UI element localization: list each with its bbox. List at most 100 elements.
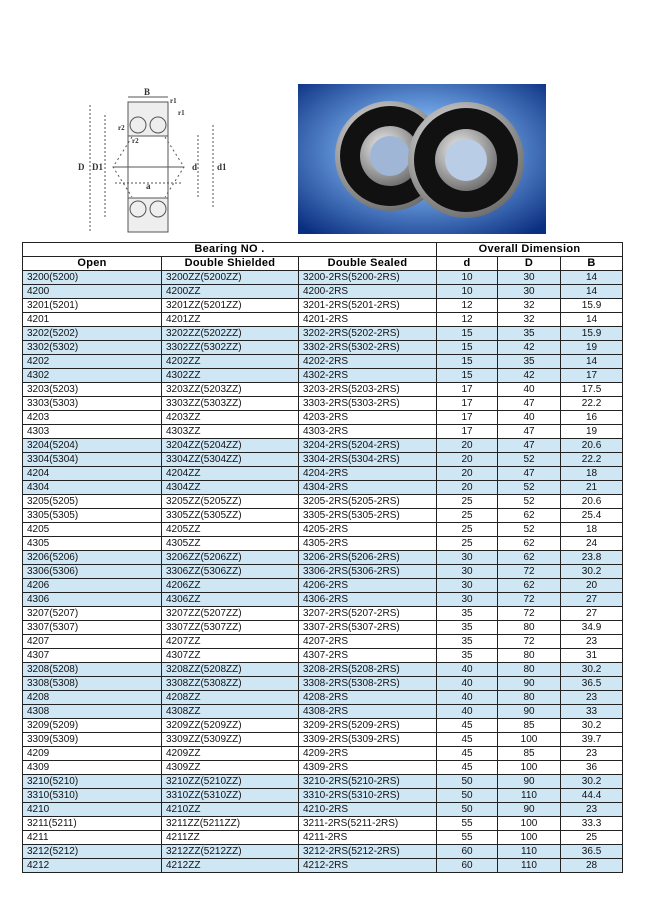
table-row: 3205(5205) 3205ZZ(5205ZZ) 3205-2RS(5205-2R… [22, 494, 624, 509]
cell-B: 33.3 [560, 816, 624, 831]
table-row: 4208 4208ZZ 4208-2RS 40 80 23 [22, 690, 624, 705]
cell-B: 22.2 [560, 452, 624, 467]
table-row: 3305(5305) 3305ZZ(5305ZZ) 3305-2RS(5305-2R… [22, 508, 624, 523]
table-row: 4307 4307ZZ 4307-2RS 35 80 31 [22, 648, 624, 663]
cell-d: 40 [436, 676, 499, 691]
table-row: 4204 4204ZZ 4204-2RS 20 47 18 [22, 466, 624, 481]
cell-open: 3310(5310) [22, 788, 162, 803]
cell-D: 110 [497, 788, 562, 803]
table-row: 4206 4206ZZ 4206-2RS 30 62 20 [22, 578, 624, 593]
label-D1: D1 [92, 162, 103, 172]
cell-double-shielded: 3206ZZ(5206ZZ) [161, 550, 299, 565]
cell-d: 25 [436, 494, 499, 509]
cell-B: 18 [560, 522, 624, 537]
cell-open: 4204 [22, 466, 162, 481]
cell-B: 20 [560, 578, 624, 593]
cell-open: 4208 [22, 690, 162, 705]
cell-D: 100 [497, 816, 562, 831]
table-row: 4309 4309ZZ 4309-2RS 45 100 36 [22, 760, 624, 775]
cell-D: 62 [497, 508, 562, 523]
label-B: B [144, 87, 150, 97]
cell-open: 3202(5202) [22, 326, 162, 341]
cell-double-sealed: 4203-2RS [297, 410, 438, 425]
bearing-cross-section-diagram: B r1 r1 r2 r2 D D1 d d1 a [78, 87, 227, 233]
cell-d: 15 [436, 340, 499, 355]
cell-open: 3204(5204) [22, 438, 162, 453]
table-row: 3309(5309) 3309ZZ(5309ZZ) 3309-2RS(5309-2R… [22, 732, 624, 747]
cell-open: 4305 [22, 536, 162, 551]
cell-d: 25 [436, 522, 499, 537]
cell-double-sealed: 3308-2RS(5308-2RS) [297, 676, 438, 691]
cell-d: 60 [436, 844, 499, 859]
cell-double-sealed: 3305-2RS(5305-2RS) [297, 508, 438, 523]
cell-double-shielded: 4200ZZ [161, 284, 299, 299]
cell-B: 16 [560, 410, 624, 425]
cell-d: 17 [436, 424, 499, 439]
cell-d: 20 [436, 466, 499, 481]
cell-d: 30 [436, 592, 499, 607]
cell-D: 62 [497, 550, 562, 565]
cell-D: 52 [497, 452, 562, 467]
cell-open: 4202 [22, 354, 162, 369]
cell-double-sealed: 3310-2RS(5310-2RS) [297, 788, 438, 803]
cell-D: 72 [497, 606, 562, 621]
cell-B: 25.4 [560, 508, 624, 523]
table-row: 3207(5207) 3207ZZ(5207ZZ) 3207-2RS(5207-2R… [22, 606, 624, 621]
cell-B: 22.2 [560, 396, 624, 411]
cell-D: 35 [497, 354, 562, 369]
cell-open: 4206 [22, 578, 162, 593]
cell-open: 3212(5212) [22, 844, 162, 859]
cell-B: 30.2 [560, 774, 624, 789]
col-double-shielded: Double Shielded [161, 256, 299, 271]
cell-double-shielded: 4203ZZ [161, 410, 299, 425]
cell-open: 3200(5200) [22, 270, 162, 285]
cell-double-shielded: 4204ZZ [161, 466, 299, 481]
cell-d: 30 [436, 564, 499, 579]
table-row: 3307(5307) 3307ZZ(5307ZZ) 3307-2RS(5307-2R… [22, 620, 624, 635]
table-row: 3204(5204) 3204ZZ(5204ZZ) 3204-2RS(5204-2R… [22, 438, 624, 453]
cell-double-shielded: 3310ZZ(5310ZZ) [161, 788, 299, 803]
label-r2b: r2 [132, 137, 139, 145]
label-a: a [146, 181, 151, 191]
table-row: 3304(5304) 3304ZZ(5304ZZ) 3304-2RS(5304-2R… [22, 452, 624, 467]
table-row: 3208(5208) 3208ZZ(5208ZZ) 3208-2RS(5208-2R… [22, 662, 624, 677]
cell-double-sealed: 3306-2RS(5306-2RS) [297, 564, 438, 579]
cell-open: 4309 [22, 760, 162, 775]
cell-double-sealed: 4207-2RS [297, 634, 438, 649]
cell-d: 50 [436, 788, 499, 803]
cell-D: 72 [497, 564, 562, 579]
table-row: 3310(5310) 3310ZZ(5310ZZ) 3310-2RS(5310-2R… [22, 788, 624, 803]
cell-d: 12 [436, 312, 499, 327]
cell-B: 31 [560, 648, 624, 663]
cell-double-sealed: 4307-2RS [297, 648, 438, 663]
cell-d: 40 [436, 704, 499, 719]
cell-d: 10 [436, 284, 499, 299]
cell-D: 35 [497, 326, 562, 341]
cell-double-sealed: 3204-2RS(5204-2RS) [297, 438, 438, 453]
cell-open: 4203 [22, 410, 162, 425]
table-row: 4210 4210ZZ 4210-2RS 50 90 23 [22, 802, 624, 817]
table-row: 3209(5209) 3209ZZ(5209ZZ) 3209-2RS(5209-2R… [22, 718, 624, 733]
table-row: 3203(5203) 3203ZZ(5203ZZ) 3203-2RS(5203-2R… [22, 382, 624, 397]
cell-double-shielded: 3201ZZ(5201ZZ) [161, 298, 299, 313]
cell-B: 23 [560, 634, 624, 649]
cell-d: 15 [436, 326, 499, 341]
cell-open: 3210(5210) [22, 774, 162, 789]
cell-d: 17 [436, 410, 499, 425]
cell-d: 20 [436, 480, 499, 495]
cell-B: 36.5 [560, 676, 624, 691]
cell-B: 20.6 [560, 438, 624, 453]
cell-double-sealed: 4309-2RS [297, 760, 438, 775]
cell-double-shielded: 3308ZZ(5308ZZ) [161, 676, 299, 691]
cell-d: 30 [436, 550, 499, 565]
table-row: 3302(5302) 3302ZZ(5302ZZ) 3302-2RS(5302-2R… [22, 340, 624, 355]
cell-D: 52 [497, 480, 562, 495]
cell-double-shielded: 4201ZZ [161, 312, 299, 327]
cell-double-shielded: 3204ZZ(5204ZZ) [161, 438, 299, 453]
cell-D: 100 [497, 732, 562, 747]
cell-open: 3304(5304) [22, 452, 162, 467]
cell-double-shielded: 4208ZZ [161, 690, 299, 705]
cell-open: 3206(5206) [22, 550, 162, 565]
cell-D: 90 [497, 802, 562, 817]
cell-double-shielded: 4211ZZ [161, 830, 299, 845]
